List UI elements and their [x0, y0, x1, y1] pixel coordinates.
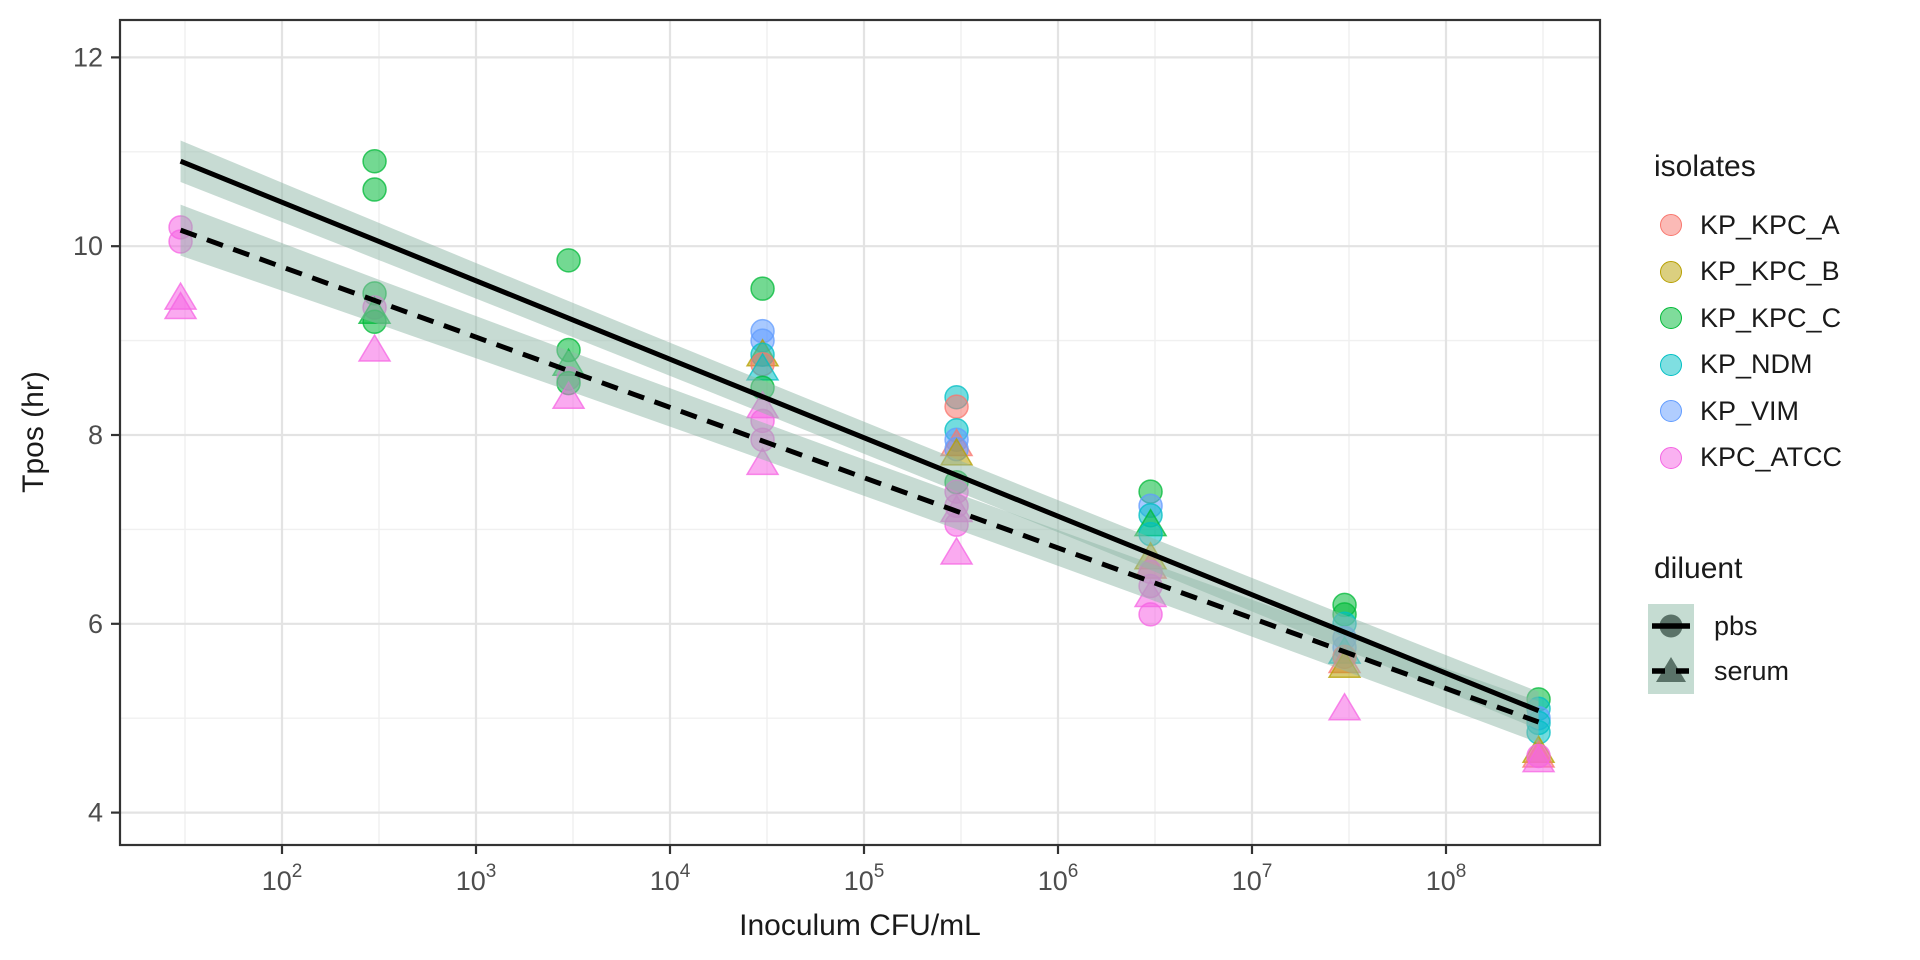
- x-tick-label: 107: [1232, 861, 1273, 896]
- isolate-swatch-icon: [1660, 260, 1682, 283]
- data-point-circle: [362, 177, 387, 202]
- legend-entry-label: KP_NDM: [1700, 349, 1813, 380]
- isolate-swatch-icon: [1660, 446, 1682, 469]
- legend-entry-label: KPC_ATCC: [1700, 442, 1843, 473]
- y-tick-label: 12: [73, 42, 103, 72]
- legend-entry-label: serum: [1714, 656, 1790, 686]
- legend-isolates: isolates KP_KPC_A KP_KPC_B KP_KPC_C KP_NDM K…: [1648, 150, 1842, 481]
- isolate-swatch-icon: [1660, 353, 1682, 376]
- legend-entry-pbs: pbs: [1648, 604, 1789, 649]
- data-point-triangle: [163, 291, 198, 320]
- legend-entry-KP_NDM: KP_NDM: [1648, 342, 1842, 389]
- legend-entry-KP_KPC_C: KP_KPC_C: [1648, 295, 1842, 342]
- data-point-triangle: [1327, 692, 1362, 721]
- legend-diluent-entries: pbs serum: [1648, 604, 1789, 694]
- legend-entry-KP_KPC_B: KP_KPC_B: [1648, 249, 1842, 296]
- legend-entry-KP_VIM: KP_VIM: [1648, 388, 1842, 435]
- legend-entry-KPC_ATCC: KPC_ATCC: [1648, 435, 1842, 482]
- x-tick-label: 104: [650, 861, 691, 896]
- data-point-circle: [1138, 602, 1163, 627]
- y-axis-title: Tpos (hr): [17, 371, 50, 493]
- y-tick-label: 6: [88, 609, 103, 639]
- data-point-triangle: [939, 536, 974, 565]
- x-tick-label: 105: [844, 861, 885, 896]
- legend-entry-serum: serum: [1648, 649, 1789, 694]
- legend-diluent: diluent pbs serum: [1648, 552, 1789, 694]
- data-point-circle: [944, 394, 969, 419]
- fit-line-serum: [179, 227, 1540, 725]
- legend-entry-label: pbs: [1714, 611, 1758, 641]
- y-tick-label: 4: [88, 798, 103, 828]
- legend-isolates-entries: KP_KPC_A KP_KPC_B KP_KPC_C KP_NDM KP_VIM KPC_…: [1648, 202, 1842, 481]
- axes: 102 103 104 105 106 107 108 4 6 8 10 12: [73, 42, 1466, 896]
- confidence-band-serum: [180, 204, 1539, 743]
- legend-diluent-title: diluent: [1654, 552, 1743, 585]
- data-point-circle: [362, 148, 387, 174]
- legend-isolates-title: isolates: [1654, 150, 1756, 183]
- data-point-circle: [556, 248, 581, 273]
- panel-border: [118, 18, 1602, 847]
- legend-entry-label: KP_KPC_B: [1700, 256, 1840, 287]
- fit-line-pbs: [179, 158, 1540, 713]
- x-axis-title: Inoculum CFU/mL: [739, 909, 981, 942]
- isolate-swatch-icon: [1660, 400, 1682, 423]
- solid-line-circle-icon: [1648, 604, 1694, 649]
- data-point-triangle: [551, 380, 586, 409]
- dashed-line-triangle-icon: [1648, 649, 1694, 694]
- legend-entry-label: KP_KPC_A: [1700, 209, 1840, 240]
- y-tick-label: 10: [73, 231, 103, 261]
- x-tick-label: 106: [1038, 861, 1079, 896]
- isolate-swatch-icon: [1660, 307, 1682, 330]
- isolate-swatch-icon: [1660, 214, 1682, 237]
- x-tick-label: 102: [262, 861, 303, 896]
- legend-entry-label: KP_VIM: [1700, 395, 1800, 426]
- x-tick-label: 108: [1426, 861, 1467, 896]
- legend-entry-label: KP_KPC_C: [1700, 302, 1842, 333]
- y-tick-label: 8: [88, 420, 103, 450]
- legend-entry-KP_KPC_A: KP_KPC_A: [1648, 202, 1842, 249]
- data-point-triangle: [357, 333, 392, 362]
- data-point-circle: [750, 276, 775, 301]
- x-tick-label: 103: [456, 861, 497, 896]
- data-point-triangle: [1521, 744, 1556, 773]
- fits: [179, 140, 1540, 743]
